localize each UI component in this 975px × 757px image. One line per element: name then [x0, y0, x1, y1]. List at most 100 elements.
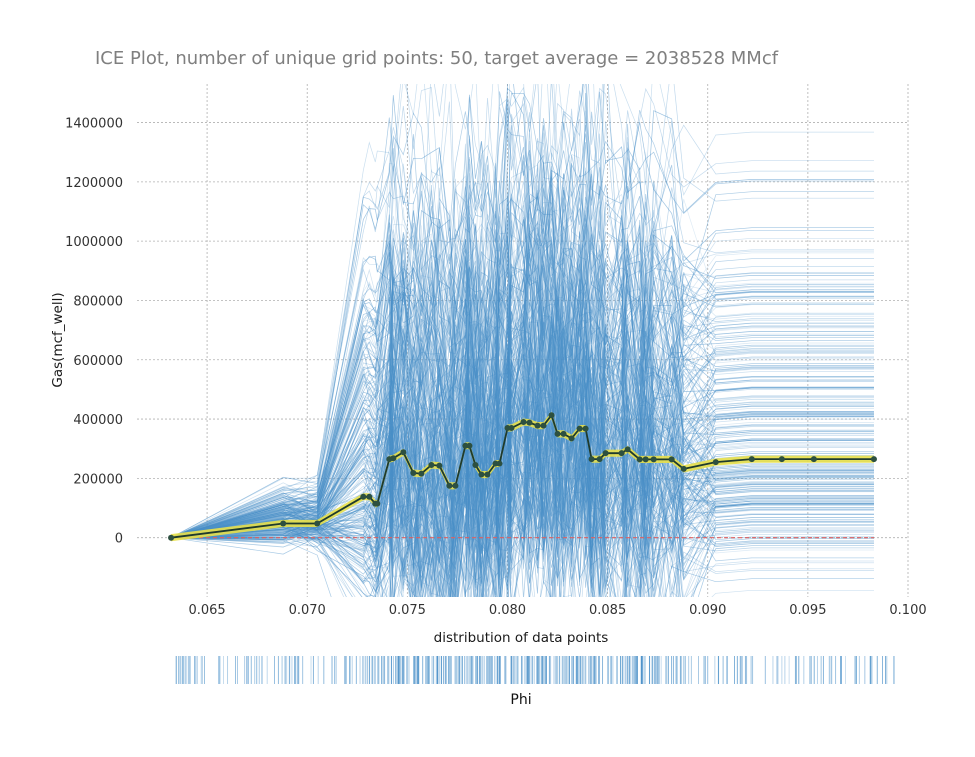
- average-point: [624, 446, 631, 453]
- ice-line: [170, 307, 874, 539]
- ice-line: [170, 254, 874, 539]
- x-tick-label: 0.080: [489, 603, 526, 618]
- ice-line: [170, 336, 874, 579]
- ice-line: [170, 241, 874, 549]
- ice-line: [170, 167, 874, 539]
- average-point: [548, 412, 555, 419]
- average-point: [428, 462, 435, 469]
- ice-line: [170, 392, 874, 597]
- ice-line: [170, 84, 874, 539]
- ice-line: [170, 363, 874, 567]
- average-point: [712, 459, 719, 466]
- ice-line: [170, 392, 874, 597]
- ice-line: [170, 412, 874, 597]
- ice-line: [170, 162, 874, 539]
- ice-line: [170, 235, 874, 539]
- ice-line: [170, 378, 874, 597]
- ice-line: [170, 459, 874, 597]
- ice-line: [170, 151, 874, 539]
- ice-line: [170, 375, 874, 597]
- average-point: [618, 450, 625, 457]
- ice-line: [170, 272, 874, 578]
- ice-line: [170, 123, 874, 539]
- ice-line: [170, 301, 874, 558]
- y-axis-label: Gas(mcf_well): [50, 292, 66, 387]
- ice-line: [170, 404, 874, 597]
- ice-line: [170, 386, 874, 597]
- ice-line: [170, 310, 874, 597]
- ice-line: [170, 283, 874, 539]
- ice-line: [170, 343, 874, 597]
- rug-label: Phi: [510, 692, 531, 708]
- average-point: [810, 456, 817, 463]
- ice-line: [170, 368, 874, 591]
- ice-line: [170, 153, 874, 539]
- x-tick-label: 0.070: [289, 603, 326, 618]
- ice-line: [170, 352, 874, 579]
- rug-distribution: [175, 656, 895, 684]
- average-point: [446, 482, 453, 489]
- ice-line: [170, 84, 874, 539]
- ice-line: [170, 177, 874, 539]
- y-tick-label: 800000: [73, 294, 123, 309]
- ice-line: [170, 305, 874, 544]
- ice-line: [170, 132, 874, 539]
- ice-line: [170, 214, 874, 539]
- ice-line: [170, 316, 874, 597]
- ice-line: [170, 324, 874, 593]
- ice-line: [170, 464, 874, 597]
- ice-line: [170, 401, 874, 597]
- ice-line: [170, 377, 874, 597]
- average-point: [472, 462, 479, 469]
- ice-line: [170, 353, 874, 597]
- average-point: [560, 430, 567, 437]
- ice-line: [170, 247, 874, 539]
- average-point: [466, 442, 473, 449]
- ice-line: [170, 470, 874, 597]
- average-point: [642, 456, 649, 463]
- ice-line: [170, 187, 874, 539]
- average-point: [540, 422, 547, 429]
- ice-line: [170, 354, 874, 597]
- ice-line: [170, 373, 874, 541]
- ice-line: [170, 225, 874, 539]
- ice-line: [170, 211, 874, 539]
- ice-line: [170, 272, 874, 596]
- ice-line: [170, 352, 874, 597]
- average-curve: [168, 411, 877, 542]
- ice-line: [170, 233, 874, 539]
- x-tick-label: 0.085: [589, 603, 626, 618]
- ice-line: [170, 382, 874, 597]
- average-point: [360, 493, 367, 500]
- ice-line: [170, 370, 874, 597]
- ice-line: [170, 284, 874, 575]
- ice-line: [170, 269, 874, 539]
- ice-line: [170, 277, 874, 570]
- ice-line: [170, 308, 874, 573]
- average-point: [508, 424, 515, 431]
- ice-line: [170, 331, 874, 558]
- ice-line: [170, 470, 874, 597]
- ice-line: [170, 329, 874, 542]
- ice-line: [170, 454, 874, 597]
- average-point: [526, 419, 533, 426]
- ice-line: [170, 409, 874, 597]
- ice-line: [170, 84, 874, 539]
- average-point: [650, 456, 657, 463]
- ice-line: [170, 84, 874, 539]
- average-point: [668, 456, 675, 463]
- ice-line: [170, 109, 874, 539]
- ice-line: [170, 311, 874, 562]
- ice-line: [170, 149, 874, 539]
- average-point: [400, 449, 407, 456]
- x-tick-label: 0.065: [188, 603, 225, 618]
- chart-title: ICE Plot, number of unique grid points: …: [95, 48, 779, 69]
- axis-ticks: 0.065 0.070 0.075 0.080 0.085 0.090 0.095 0.100…: [65, 117, 927, 618]
- average-point: [778, 456, 785, 463]
- ice-line: [170, 84, 874, 539]
- average-point: [520, 419, 527, 426]
- ice-line: [170, 124, 874, 539]
- ice-line: [170, 252, 874, 563]
- ice-line: [170, 84, 874, 539]
